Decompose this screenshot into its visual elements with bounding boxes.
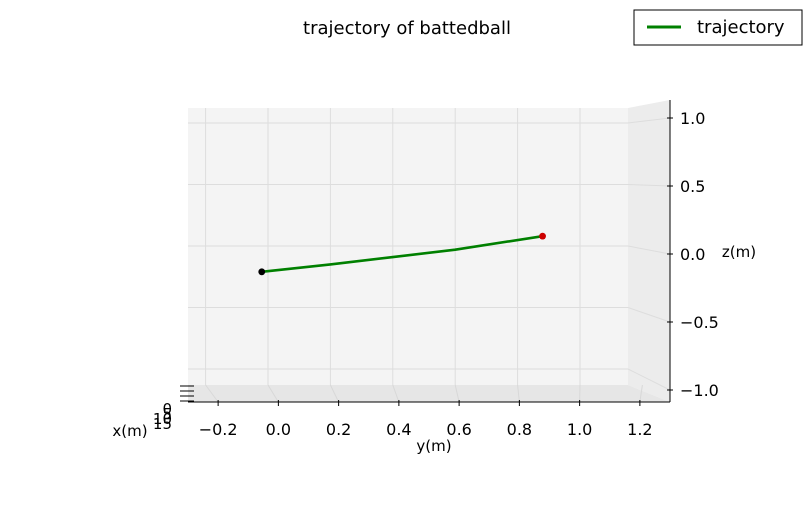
z-tick-label: 0.5 bbox=[680, 177, 705, 196]
series-line-trajectory bbox=[261, 234, 543, 274]
y-tick-label: 0.0 bbox=[266, 420, 291, 439]
floor-grid-line bbox=[454, 384, 460, 403]
marker-start bbox=[258, 268, 266, 276]
y-tick-label: 0.6 bbox=[446, 420, 471, 439]
z-tick-label: −1.0 bbox=[680, 381, 719, 400]
z-tick-label: 1.0 bbox=[680, 109, 705, 128]
side-grid-line-z bbox=[627, 117, 671, 124]
y-tick-label: −0.2 bbox=[199, 420, 238, 439]
tick-labels: −0.2 0.0 0.2 0.4 0.6 0.8 1.0 1.2 1.0 0.5 0.0 −0.5 −1… bbox=[153, 109, 719, 439]
side-grid-line-z bbox=[627, 184, 671, 187]
grid-lines bbox=[188, 108, 671, 403]
side-grid-line-z bbox=[627, 245, 671, 255]
side-grid-line-z bbox=[627, 307, 671, 323]
floor-grid-line bbox=[329, 384, 340, 403]
x-tick-label: 5 bbox=[162, 405, 172, 423]
x-axis-label: x(m) bbox=[112, 422, 147, 440]
axes bbox=[180, 100, 673, 406]
y-tick-label: 0.4 bbox=[386, 420, 411, 439]
side-grid-line-z bbox=[627, 368, 671, 391]
floor-pane bbox=[188, 385, 670, 402]
legend: trajectory bbox=[633, 9, 803, 46]
x-tick-label: 10 bbox=[153, 410, 172, 428]
floor-grid-line bbox=[392, 384, 400, 403]
y-axis-label: y(m) bbox=[416, 437, 451, 455]
marker-end bbox=[539, 232, 546, 240]
side-pane bbox=[628, 100, 670, 402]
z-tick-label: −0.5 bbox=[680, 313, 719, 332]
y-tick-label: 0.2 bbox=[326, 420, 351, 439]
y-tick-label: 0.8 bbox=[507, 420, 532, 439]
x-tick-label: 15 bbox=[153, 415, 172, 433]
floor-grid-line bbox=[267, 384, 279, 403]
x-tick-label: 0 bbox=[162, 400, 172, 418]
chart-title: trajectory of battedball bbox=[303, 18, 511, 39]
legend-label-trajectory: trajectory bbox=[697, 17, 785, 38]
y-tick-label: 1.0 bbox=[567, 420, 592, 439]
z-tick-label: 0.0 bbox=[680, 245, 705, 264]
floor-grid-line bbox=[517, 384, 520, 403]
z-axis-label: z(m) bbox=[722, 243, 756, 261]
y-tick-label: 1.2 bbox=[627, 420, 652, 439]
floor-grid-line bbox=[639, 384, 643, 403]
floor-grid-line bbox=[205, 384, 219, 403]
series-layer bbox=[258, 232, 546, 276]
